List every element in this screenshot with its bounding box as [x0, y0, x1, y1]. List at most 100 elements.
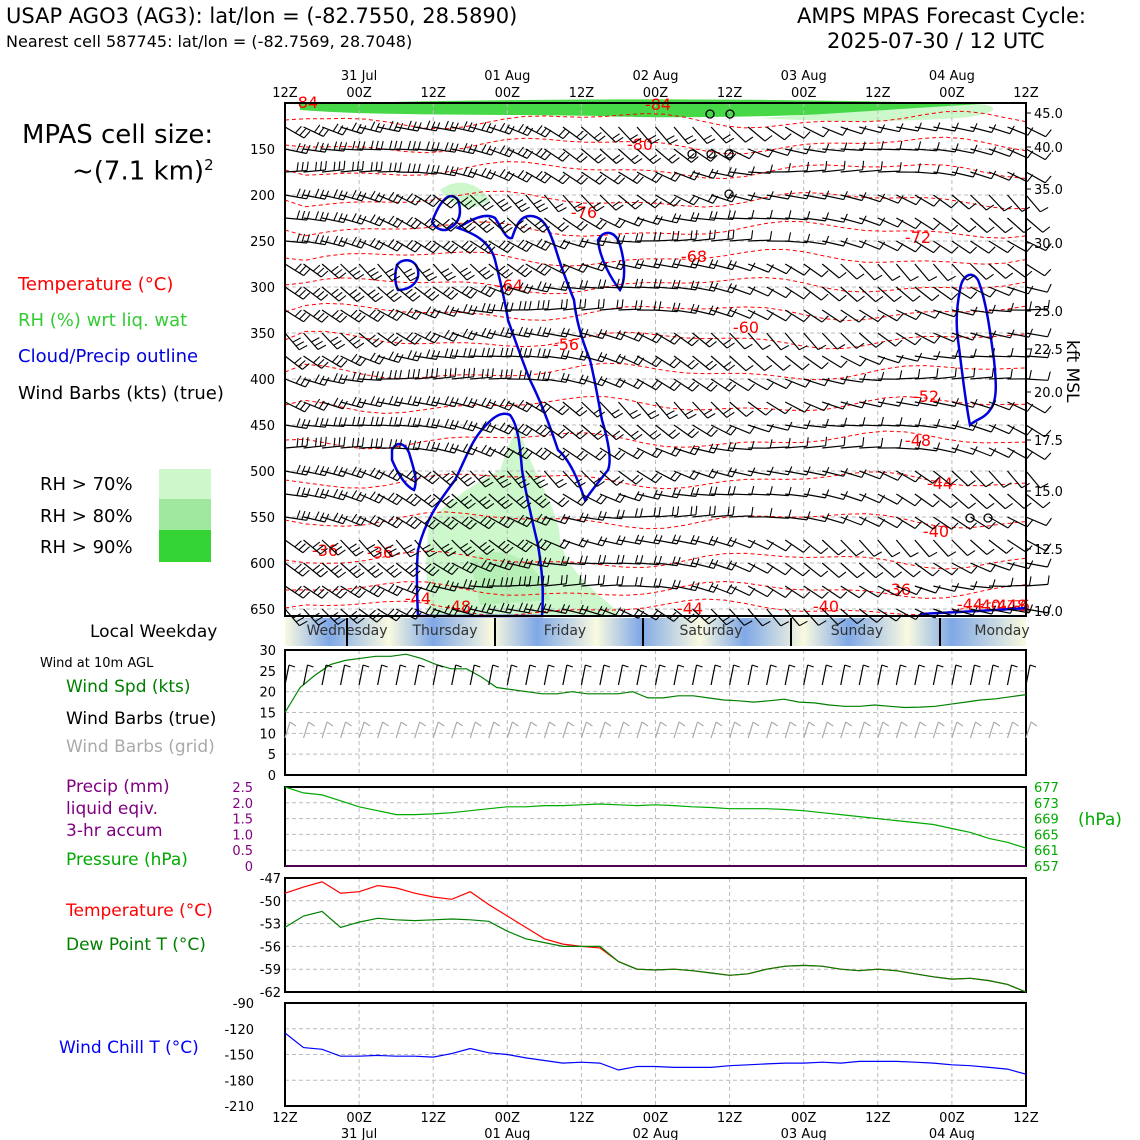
- wind-barb-flag: [435, 122, 441, 132]
- wind-barb-flag: [1009, 604, 1015, 614]
- wind-barb-flag: [451, 567, 459, 575]
- wind-barb: [692, 309, 715, 316]
- wind-barb-flag: [406, 548, 416, 554]
- wind-barb-flag: [375, 438, 379, 448]
- wind-barb: [988, 608, 1011, 614]
- wind-barb: [729, 378, 749, 392]
- wind-barb: [655, 217, 678, 224]
- wind-barb-flag: [349, 565, 358, 572]
- wind-barb-flag: [656, 450, 663, 458]
- wind-barb: [859, 194, 881, 203]
- y-tick: 30: [259, 644, 276, 659]
- wind-barb-flag: [523, 347, 528, 358]
- wind-barb-flag: [947, 551, 957, 557]
- wind-barb-flag: [334, 291, 343, 299]
- wind-barb: [710, 171, 733, 178]
- surface-wind-barb-flag: [1029, 664, 1037, 668]
- wind-barb-flag: [783, 364, 791, 371]
- height-tick: 17.5: [1034, 434, 1063, 449]
- y-tick: -53: [260, 918, 281, 933]
- wind-barb-flag: [595, 450, 603, 458]
- wind-barb-flag: [430, 583, 436, 592]
- wind-barb: [914, 585, 936, 594]
- wind-barb-flag: [407, 163, 411, 173]
- wind-barb: [303, 332, 319, 350]
- wind-barb: [469, 240, 490, 254]
- wind-barb: [340, 194, 362, 202]
- wind-barb-flag: [343, 214, 348, 223]
- wind-barb: [655, 562, 678, 567]
- wind-barb-flag: [521, 542, 529, 550]
- wind-barb: [840, 263, 858, 280]
- grid-wind-barb: [1006, 721, 1014, 739]
- wind-barb: [470, 126, 492, 134]
- wind-barb: [673, 148, 692, 163]
- grid-wind-barb-flag: [345, 721, 352, 727]
- surface-wind-barb: [617, 664, 624, 686]
- wind-barb-flag: [396, 497, 404, 505]
- wind-barb-flag: [338, 161, 341, 171]
- wind-barb-flag: [1047, 604, 1052, 614]
- surface-wind-barb: [395, 664, 401, 686]
- grid-wind-barb: [506, 721, 513, 739]
- wind-barb-flag: [403, 544, 413, 550]
- wind-barb-flag: [526, 174, 533, 183]
- wind-barb: [377, 240, 398, 252]
- wind-barb-flag: [535, 401, 543, 409]
- wind-barb-flag: [320, 547, 328, 555]
- wind-barb-flag: [1007, 520, 1015, 529]
- wind-barb: [859, 424, 882, 427]
- wind-barb: [321, 126, 343, 136]
- wind-barb-flag: [454, 143, 459, 153]
- wind-barb-flag: [544, 452, 552, 460]
- wind-barb-flag: [580, 223, 588, 231]
- wind-barb: [692, 378, 712, 392]
- wind-barb: [377, 263, 393, 281]
- wind-barb-flag: [415, 311, 422, 320]
- wind-barb: [525, 355, 548, 359]
- wind-barb: [988, 194, 1005, 212]
- surface-wind-barb: [636, 664, 642, 686]
- wind-barb-flag: [333, 372, 338, 382]
- wind-barb-flag: [973, 367, 976, 377]
- wind-barb-flag: [632, 173, 640, 182]
- wind-barb-flag: [467, 502, 476, 509]
- bottom-hour-tick: 00Z: [643, 1111, 669, 1126]
- wind-barb-flag: [522, 172, 529, 181]
- wind-barb-flag: [544, 542, 552, 551]
- wind-barb-flag: [970, 291, 978, 299]
- wind-barb: [785, 445, 808, 449]
- surface-wind-barb: [729, 664, 735, 686]
- wind-barb-flag: [966, 275, 975, 281]
- wind-barb: [729, 608, 745, 626]
- wind-barb-flag: [486, 368, 489, 378]
- wind-barb: [766, 470, 789, 476]
- wind-barb: [321, 562, 339, 578]
- wind-barb-flag: [484, 243, 492, 251]
- wind-barb-flag: [769, 507, 773, 518]
- wind-barb: [303, 309, 323, 323]
- wind-barb-flag: [534, 495, 543, 502]
- wind-barb: [525, 378, 548, 382]
- wind-barb-flag: [312, 264, 321, 272]
- wind-barb-flag: [380, 161, 383, 171]
- wind-barb-flag: [620, 355, 626, 364]
- wind-barb-flag: [526, 244, 533, 252]
- wind-barb-flag: [639, 278, 644, 288]
- wind-barb-flag: [879, 241, 886, 250]
- wind-barb-flag: [542, 575, 545, 585]
- wind-barb: [896, 148, 919, 151]
- wind-barb-flag: [951, 246, 959, 254]
- wind-barb: [562, 171, 582, 185]
- wind-barb-flag: [356, 214, 362, 223]
- wind-barb: [970, 376, 993, 380]
- wind-barb-flag: [616, 509, 620, 519]
- wind-barb-flag: [463, 579, 468, 588]
- wind-barb-flag: [560, 372, 565, 382]
- wind-barb-flag: [690, 212, 695, 221]
- wind-barb: [340, 148, 363, 151]
- wind-barb: [803, 355, 823, 370]
- wind-barb-flag: [319, 417, 324, 427]
- wind-barb: [673, 217, 696, 222]
